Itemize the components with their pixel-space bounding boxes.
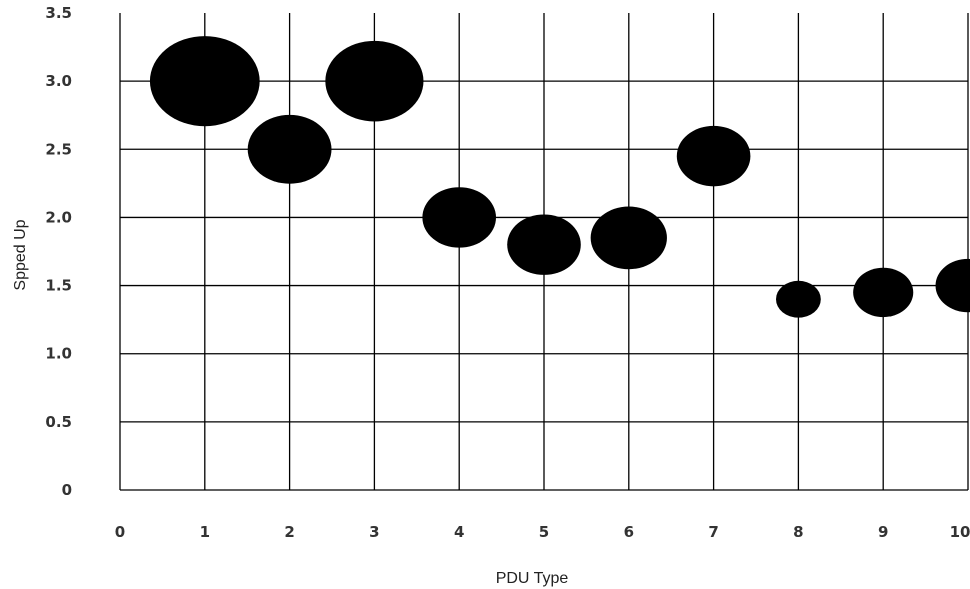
bubble-pdu-9 [853,267,914,318]
x-tick-label: 6 [624,523,634,541]
y-tick-label: 2.0 [45,208,72,226]
y-tick-label: 0.5 [45,413,72,431]
x-tick-label: 3 [369,523,379,541]
y-tick-label: 1.0 [45,345,72,363]
x-tick-label: 0 [115,523,125,541]
bubble-pdu-8 [776,280,821,318]
y-tick-labels: 0 0.5 1.0 1.5 2.0 2.5 3.0 3.5 [45,4,72,499]
data-bubbles [149,36,970,318]
bubble-pdu-1 [149,36,260,127]
y-tick-label: 3.0 [45,72,72,90]
y-tick-label: 2.5 [45,140,72,158]
y-tick-label: 0 [62,481,72,499]
y-axis-title: Spped Up [12,219,29,290]
x-tick-label: 10 [950,523,970,541]
bubble-pdu-3 [325,40,424,122]
x-tick-label: 7 [708,523,718,541]
bubble-pdu-6 [590,206,667,270]
x-tick-label: 8 [793,523,803,541]
y-tick-label: 1.5 [45,277,72,295]
grid [119,13,969,491]
bubble-pdu-4 [422,187,497,248]
x-tick-label: 1 [200,523,210,541]
bubble-pdu-5 [507,214,581,275]
bubble-pdu-10 [935,258,970,313]
x-axis-title: PDU Type [496,570,569,587]
y-tick-label: 3.5 [45,4,72,22]
x-tick-label: 2 [284,523,294,541]
bubble-pdu-2 [247,114,332,184]
x-tick-labels: 0 1 2 3 4 5 6 7 8 9 10 [115,523,970,541]
x-tick-label: 9 [878,523,888,541]
x-tick-label: 5 [539,523,549,541]
bubble-pdu-7 [676,125,751,187]
x-tick-label: 4 [454,523,464,541]
